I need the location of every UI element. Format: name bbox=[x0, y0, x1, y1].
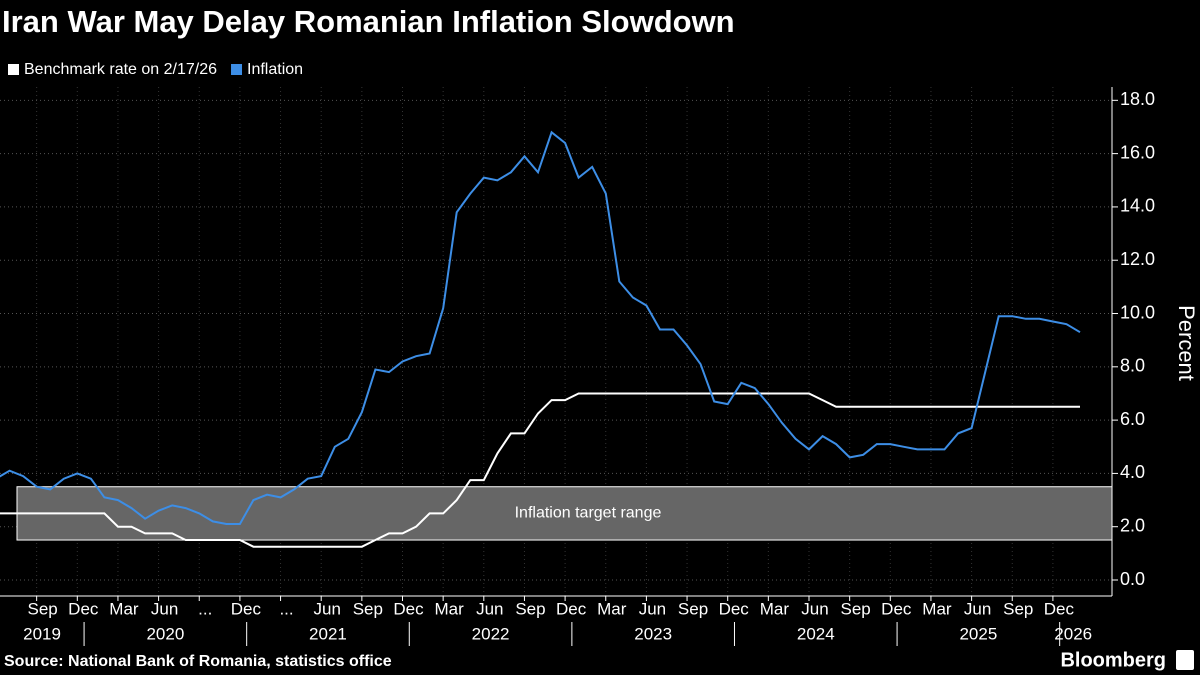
y-tick-label: 16.0 bbox=[1120, 142, 1155, 162]
x-tick-label: Jun bbox=[476, 599, 503, 618]
year-label: 2021 bbox=[309, 624, 347, 643]
y-tick-label: 12.0 bbox=[1120, 249, 1155, 269]
year-label: 2023 bbox=[634, 624, 672, 643]
year-label: 2022 bbox=[472, 624, 510, 643]
x-tick-label: Jun bbox=[151, 599, 178, 618]
y-tick-label: 4.0 bbox=[1120, 462, 1145, 482]
x-tick-label: Mar bbox=[109, 599, 139, 618]
y-tick-label: 2.0 bbox=[1120, 515, 1145, 535]
chart-title: Iran War May Delay Romanian Inflation Sl… bbox=[2, 4, 735, 39]
brand: Bloomberg bbox=[1060, 649, 1166, 671]
x-tick-label: Dec bbox=[719, 599, 750, 618]
x-tick-label: Dec bbox=[556, 599, 587, 618]
source-note: Source: National Bank of Romania, statis… bbox=[4, 653, 392, 670]
x-tick-label: Jun bbox=[964, 599, 991, 618]
x-tick-label: Dec bbox=[68, 599, 99, 618]
legend: Benchmark rate on 2/17/26 Inflation bbox=[8, 61, 303, 78]
x-tick-label: Jun bbox=[639, 599, 666, 618]
series-line bbox=[0, 130, 1081, 525]
y-tick-label: 0.0 bbox=[1120, 569, 1145, 589]
year-label: 2025 bbox=[959, 624, 997, 643]
year-label: 2019 bbox=[23, 624, 61, 643]
x-tick-label: Jun bbox=[801, 599, 828, 618]
x-tick-label: Dec bbox=[393, 599, 424, 618]
year-label: 2024 bbox=[797, 624, 835, 643]
legend-label: Benchmark rate on 2/17/26 bbox=[24, 61, 217, 78]
y-tick-label: 18.0 bbox=[1120, 89, 1155, 109]
x-tick-label: Sep bbox=[28, 599, 58, 618]
y-tick-label: 14.0 bbox=[1120, 196, 1155, 216]
y-tick-label: 10.0 bbox=[1120, 302, 1155, 322]
series-line bbox=[0, 392, 1080, 548]
x-tick-label: Sep bbox=[841, 599, 871, 618]
x-tick-label: ... bbox=[279, 599, 293, 618]
x-tick-label: Sep bbox=[678, 599, 708, 618]
brand-icon bbox=[1176, 650, 1194, 670]
x-tick-label: Dec bbox=[1044, 599, 1075, 618]
x-tick-label: Sep bbox=[1003, 599, 1033, 618]
x-tick-label: Mar bbox=[922, 599, 952, 618]
year-label: 2020 bbox=[146, 624, 184, 643]
y-axis-title: Percent bbox=[1174, 305, 1199, 381]
x-tick-label: Mar bbox=[435, 599, 465, 618]
x-tick-label: ... bbox=[198, 599, 212, 618]
x-tick-label: Mar bbox=[760, 599, 790, 618]
x-tick-label: Sep bbox=[515, 599, 545, 618]
x-tick-label: Sep bbox=[353, 599, 383, 618]
x-tick-label: Mar bbox=[597, 599, 627, 618]
legend-swatch bbox=[8, 64, 19, 75]
x-tick-label: Jun bbox=[313, 599, 340, 618]
y-tick-label: 8.0 bbox=[1120, 356, 1145, 376]
legend-swatch bbox=[231, 64, 243, 75]
x-tick-label: Dec bbox=[231, 599, 262, 618]
legend-label: Inflation bbox=[247, 61, 303, 78]
x-tick-label: Dec bbox=[881, 599, 912, 618]
year-label: 2026 bbox=[1054, 624, 1092, 643]
target-band-label: Inflation target range bbox=[515, 505, 662, 522]
y-tick-label: 6.0 bbox=[1120, 409, 1145, 429]
